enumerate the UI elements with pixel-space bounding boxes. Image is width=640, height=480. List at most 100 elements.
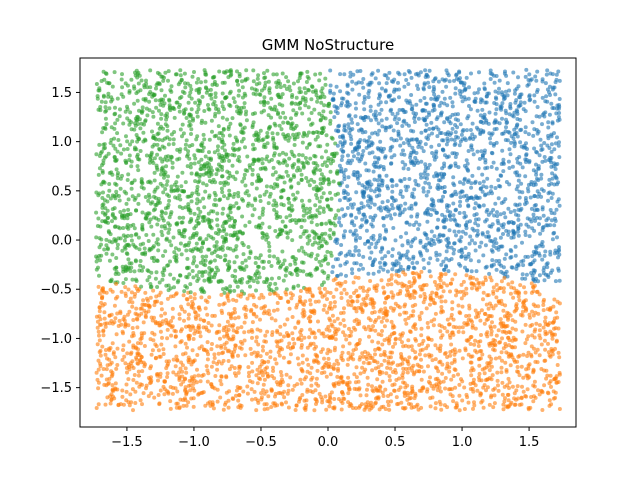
scatter-point [305,357,309,362]
scatter-point [385,336,390,341]
scatter-point [354,190,359,195]
scatter-point [442,219,447,224]
scatter-point [196,103,201,108]
scatter-point [203,306,208,311]
scatter-point [540,257,545,262]
scatter-point [278,370,283,374]
scatter-point [183,387,188,392]
scatter-point [166,154,171,159]
scatter-point [532,180,537,185]
scatter-point [117,198,122,203]
scatter-point [168,259,172,264]
scatter-point [182,111,186,116]
scatter-point [557,140,561,145]
scatter-point [338,72,343,77]
scatter-point [273,281,278,286]
scatter-point [318,177,323,182]
scatter-point [416,227,421,232]
scatter-point [390,267,395,272]
scatter-point [375,178,380,183]
scatter-point [497,340,502,345]
scatter-point [150,144,155,149]
scatter-point [227,158,232,163]
scatter-point [203,189,208,194]
scatter-point [113,272,118,276]
scatter-point [274,380,279,385]
scatter-point [440,362,445,367]
scatter-point [274,286,279,291]
scatter-point [465,321,470,325]
scatter-point [468,135,473,140]
scatter-point [328,169,333,174]
scatter-point [437,232,442,237]
scatter-point [508,102,513,106]
scatter-point [454,405,459,410]
scatter-point [343,229,347,234]
scatter-point [417,343,422,347]
scatter-point [508,291,513,296]
scatter-point [515,134,520,139]
scatter-point [421,385,426,390]
scatter-point [217,152,221,157]
scatter-point [131,318,136,322]
scatter-point [178,273,182,278]
scatter-point [230,352,235,357]
scatter-point [551,396,556,401]
scatter-point [398,192,403,196]
scatter-point [153,276,158,281]
scatter-point [236,82,240,87]
scatter-point [183,284,188,289]
scatter-point [549,101,554,106]
scatter-point [408,159,413,164]
scatter-point [557,407,562,411]
scatter-point [406,316,411,320]
scatter-point [298,377,303,382]
scatter-point [390,189,395,194]
scatter-point [313,154,318,159]
scatter-point [224,286,229,291]
scatter-point [427,269,432,274]
scatter-point [310,84,314,89]
scatter-point [284,215,289,220]
scatter-point [333,141,338,146]
scatter-point [429,229,434,234]
scatter-point [557,278,562,283]
scatter-point [182,71,187,76]
scatter-point [317,391,322,396]
scatter-point [376,96,381,101]
scatter-point [543,319,547,324]
scatter-point [197,199,202,204]
scatter-point [262,71,266,76]
scatter-point [377,92,382,97]
scatter-point [361,254,366,259]
scatter-point [305,145,309,150]
scatter-point [328,227,333,232]
scatter-point [265,406,270,411]
scatter-point [526,82,531,87]
scatter-point [241,389,246,394]
scatter-point [310,121,315,126]
scatter-point [279,296,284,300]
scatter-point [335,374,340,379]
scatter-point [425,236,430,241]
scatter-point [170,391,175,396]
scatter-point [148,85,153,90]
scatter-point [269,96,274,101]
scatter-point [292,135,297,140]
scatter-point [366,324,371,329]
scatter-point [137,268,142,273]
scatter-point [557,117,562,122]
scatter-point [527,234,532,239]
scatter-point [186,316,191,321]
scatter-point [103,348,108,352]
scatter-point [308,319,312,324]
scatter-point [149,256,154,260]
scatter-point [148,68,153,73]
scatter-point [131,222,136,227]
scatter-point [235,158,240,163]
scatter-point [421,186,426,191]
scatter-point [271,165,276,170]
scatter-point [324,407,329,412]
scatter-point [101,180,106,185]
scatter-point [216,359,221,364]
